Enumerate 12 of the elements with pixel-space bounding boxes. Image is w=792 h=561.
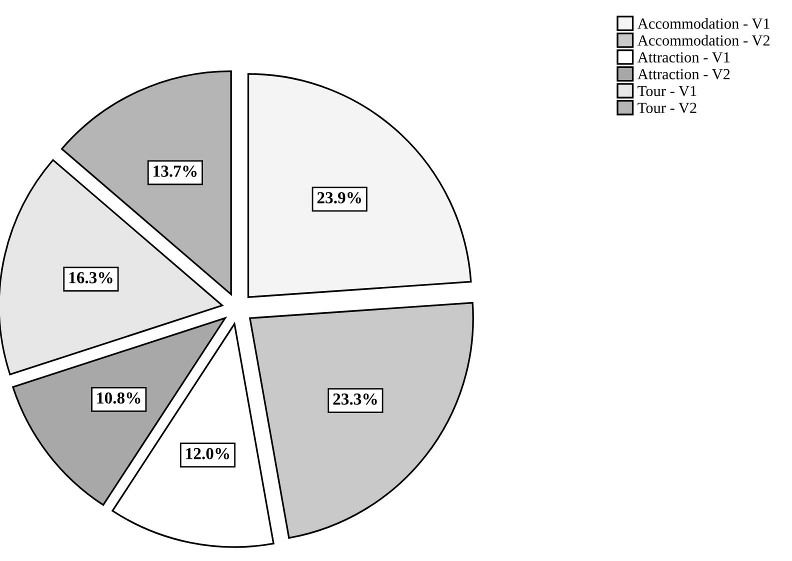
data-label: 16.3% bbox=[69, 272, 112, 284]
legend-label: Tour - V2 bbox=[638, 102, 696, 114]
data-label: 12.0% bbox=[186, 448, 230, 460]
data-label: 23.9% bbox=[317, 192, 361, 204]
legend-label: Attraction - V2 bbox=[638, 69, 730, 80]
legend-label: Accommodation - V2 bbox=[638, 34, 770, 46]
data-label: 23.3% bbox=[333, 394, 377, 405]
legend-label: Attraction - V1 bbox=[638, 52, 730, 63]
legend-label: Tour - V1 bbox=[638, 86, 696, 96]
data-label: 13.7% bbox=[154, 166, 197, 177]
legend-label: Accommodation - V1 bbox=[638, 18, 770, 29]
data-label: 10.8% bbox=[97, 392, 140, 404]
